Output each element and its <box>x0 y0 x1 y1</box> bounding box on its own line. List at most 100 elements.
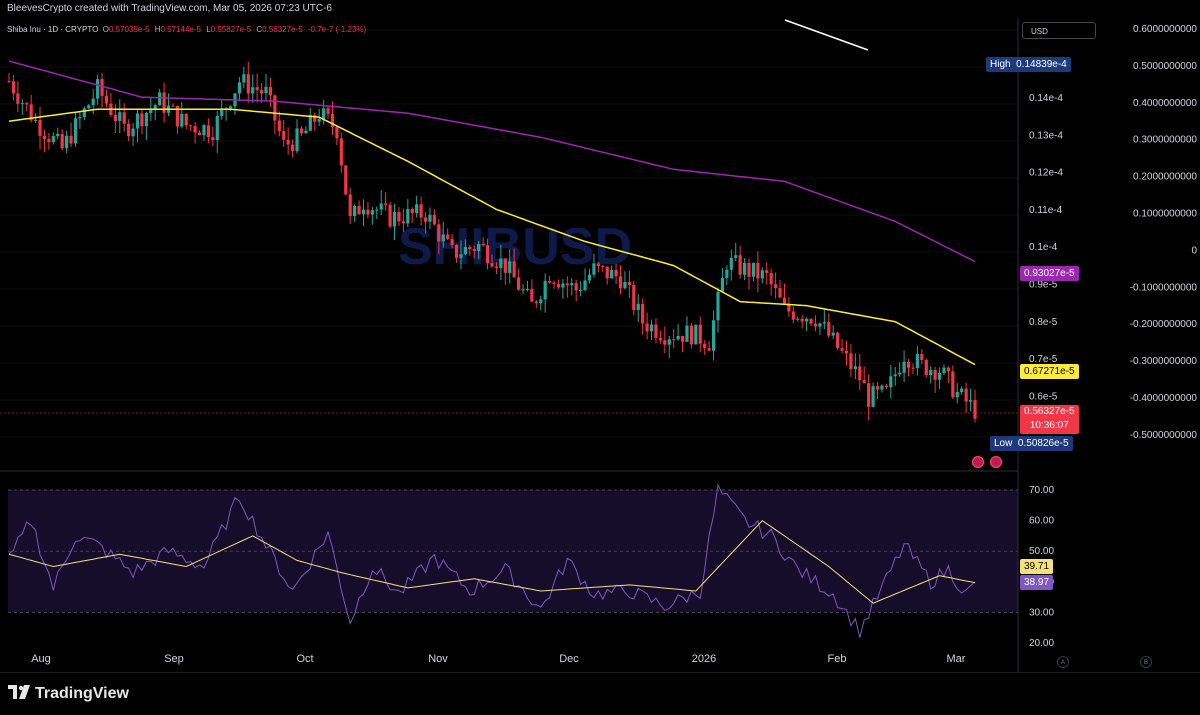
candle-body <box>636 303 640 311</box>
tradingview-logo[interactable]: TradingView <box>8 684 129 703</box>
candle-body <box>406 209 410 224</box>
candle-body <box>703 343 707 349</box>
candle-body <box>211 137 215 141</box>
legend-open-label: O <box>102 25 109 34</box>
candle-body <box>853 366 857 369</box>
candle-body <box>618 276 623 289</box>
auto-scale-button[interactable]: A <box>1057 656 1069 668</box>
candle-body <box>898 372 902 375</box>
candle-body <box>131 128 135 137</box>
candle-body <box>91 98 95 106</box>
candle-body <box>676 335 680 340</box>
candle-body <box>827 322 831 336</box>
candle-body <box>889 376 893 388</box>
candle-body <box>720 277 725 292</box>
candle-body <box>587 274 592 281</box>
candle-body <box>304 130 308 134</box>
candle-body <box>503 258 507 273</box>
candle-body <box>734 255 738 258</box>
ma50-line <box>8 108 976 366</box>
legend-symbol[interactable]: Shiba Inu · 1D · CRYPTO <box>7 25 99 34</box>
rsi-axis-label: 20.00 <box>1029 638 1054 649</box>
overlay-axis-label: 0.6000000000 <box>1133 24 1197 35</box>
candle-body <box>237 82 242 94</box>
ma50-price-tag: 0.67271e-5 <box>1020 364 1079 379</box>
price-axis-label: 0.6e-5 <box>1029 391 1058 402</box>
candle-body <box>654 324 658 338</box>
time-axis[interactable]: Aug Sep Oct Nov Dec 2026 Feb Mar <box>31 653 966 665</box>
currency-selector[interactable]: USD <box>1022 22 1096 39</box>
symbol-legend[interactable]: Shiba Inu · 1D · CRYPTO O0.57035e-5 H0.5… <box>7 25 369 34</box>
high-tag: High 0.14839e-4 <box>986 57 1071 72</box>
overlay-axis-label: -0.3000000000 <box>1130 356 1198 367</box>
candle-body <box>47 138 51 143</box>
rsi-tag: 38.97 <box>1020 575 1054 590</box>
log-scale-button[interactable]: B <box>1140 656 1152 668</box>
candle-body <box>849 353 853 369</box>
candle-body <box>149 109 153 113</box>
candle-body <box>929 370 933 376</box>
candle-body <box>246 74 250 94</box>
candle-body <box>206 125 211 138</box>
candle-body <box>920 353 924 360</box>
candle-body <box>964 388 968 402</box>
time-axis-label: Dec <box>559 653 579 665</box>
candle-body <box>286 139 290 145</box>
candle-body <box>450 238 454 245</box>
candle-body <box>844 350 849 354</box>
rsi-axis-label: 50.00 <box>1029 546 1054 557</box>
candle-body <box>162 92 166 113</box>
candle-body <box>197 132 202 136</box>
candle-body <box>805 318 809 322</box>
candle-body <box>937 372 942 380</box>
candle-body <box>158 92 162 106</box>
price-axis[interactable]: 0.14e-4 0.13e-4 0.12e-4 0.11e-4 0.1e-4 0.9e-5… <box>1029 93 1063 402</box>
candle-body <box>472 249 476 252</box>
price-axis-label: 0.11e-4 <box>1029 205 1063 216</box>
overlay-axis[interactable]: 0.6000000000 0.5000000000 0.4000000000 0.30… <box>1130 24 1198 441</box>
candle-body <box>632 284 636 311</box>
overlay-axis-label: 0.2000000000 <box>1133 172 1197 183</box>
candle-body <box>667 339 671 345</box>
candles[interactable] <box>7 61 977 423</box>
price-axis-label: 0.12e-4 <box>1029 168 1063 179</box>
candle-body <box>508 261 512 273</box>
candle-body <box>552 282 556 285</box>
candle-body <box>118 112 122 121</box>
candle-body <box>220 108 224 116</box>
candle-body <box>202 125 206 136</box>
candle-body <box>60 133 64 149</box>
overlay-axis-label: -0.1000000000 <box>1130 282 1198 293</box>
candle-body <box>29 104 33 121</box>
candle-body <box>277 120 281 132</box>
candle-body <box>361 209 366 215</box>
candle-body <box>915 353 919 369</box>
candle-body <box>867 383 871 407</box>
candle-body <box>685 325 689 342</box>
candle-body <box>16 93 20 104</box>
candle-body <box>716 291 720 321</box>
candle-body <box>809 318 813 324</box>
candle-body <box>104 95 109 104</box>
candle-body <box>25 103 29 105</box>
candle-body <box>379 203 383 210</box>
event-flag-icon[interactable] <box>972 456 984 468</box>
candle-body <box>738 255 742 275</box>
candle-body <box>840 348 844 351</box>
candle-body <box>78 116 82 119</box>
last-price-tag: 0.56327e-5 10:36:07 <box>1020 405 1079 434</box>
ma200-price-tag: 0.93027e-5 <box>1020 266 1079 281</box>
price-axis-label: 0.13e-4 <box>1029 130 1063 141</box>
candle-body <box>494 266 499 268</box>
candle-body <box>911 367 915 369</box>
drawn-trendline[interactable] <box>784 19 869 51</box>
event-flag-icon[interactable] <box>990 456 1002 468</box>
candle-body <box>791 311 795 320</box>
candle-body <box>140 113 144 127</box>
price-axis-label: 0.8e-5 <box>1029 317 1058 328</box>
candle-body <box>353 205 357 217</box>
candle-body <box>729 257 733 270</box>
candle-body <box>330 113 335 128</box>
candle-body <box>570 283 574 286</box>
